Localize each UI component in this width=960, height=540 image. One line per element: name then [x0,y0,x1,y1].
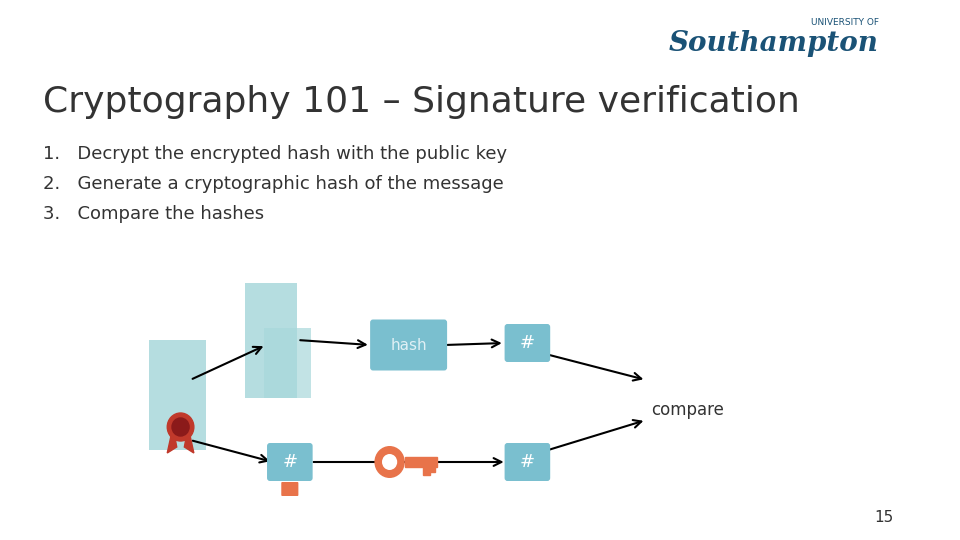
FancyBboxPatch shape [505,443,550,481]
Text: #: # [519,453,535,471]
Circle shape [172,418,189,436]
FancyBboxPatch shape [281,482,299,496]
Text: Cryptography 101 – Signature verification: Cryptography 101 – Signature verificatio… [43,85,800,119]
Text: compare: compare [651,401,724,419]
Polygon shape [184,427,194,453]
Polygon shape [429,467,435,472]
Circle shape [382,454,397,470]
Circle shape [167,413,194,441]
Polygon shape [422,467,429,475]
Text: Southampton: Southampton [669,30,879,57]
FancyBboxPatch shape [264,327,311,397]
FancyBboxPatch shape [505,324,550,362]
Text: 1.   Decrypt the encrypted hash with the public key: 1. Decrypt the encrypted hash with the p… [43,145,507,163]
Circle shape [374,446,405,478]
Text: 3.   Compare the hashes: 3. Compare the hashes [43,205,264,223]
Text: #: # [282,453,298,471]
FancyBboxPatch shape [267,443,313,481]
FancyBboxPatch shape [371,320,447,370]
Text: #: # [519,334,535,352]
Text: UNIVERSITY OF: UNIVERSITY OF [811,18,879,27]
Polygon shape [405,457,437,467]
Text: hash: hash [391,338,427,353]
Text: 15: 15 [874,510,893,525]
FancyBboxPatch shape [245,282,297,397]
FancyBboxPatch shape [149,340,206,450]
Polygon shape [167,427,177,453]
Text: 2.   Generate a cryptographic hash of the message: 2. Generate a cryptographic hash of the … [43,175,503,193]
